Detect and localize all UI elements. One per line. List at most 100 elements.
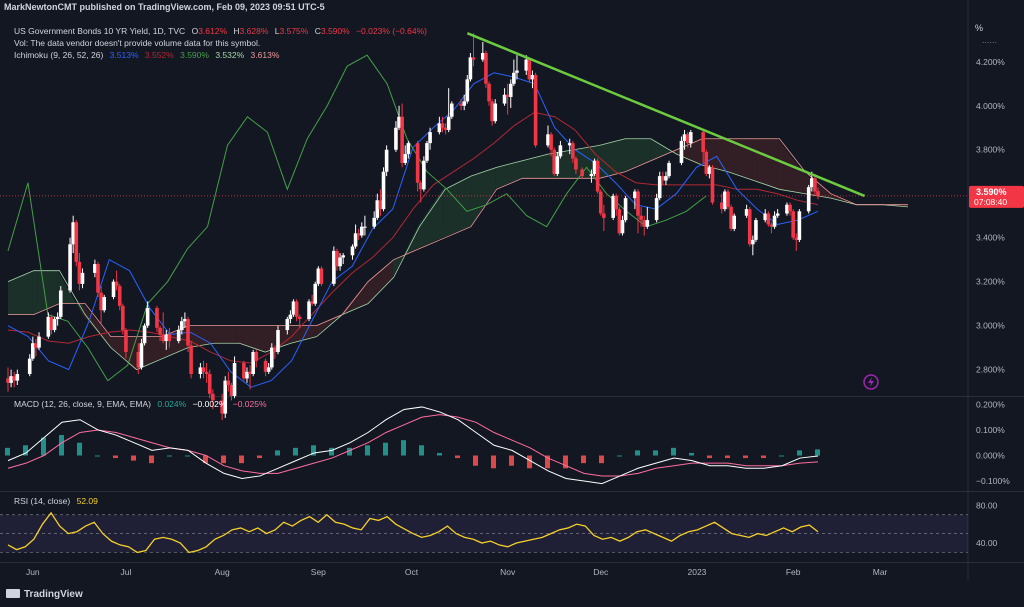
- candle[interactable]: [549, 132, 553, 157]
- candle[interactable]: [602, 204, 606, 232]
- candle[interactable]: [493, 99, 498, 124]
- candle[interactable]: [664, 171, 668, 185]
- candle[interactable]: [332, 246, 336, 287]
- candle[interactable]: [443, 123, 448, 135]
- candle[interactable]: [508, 79, 513, 108]
- candle[interactable]: [481, 41, 485, 62]
- candle[interactable]: [462, 94, 467, 111]
- candle[interactable]: [729, 204, 733, 232]
- candle[interactable]: [527, 57, 532, 82]
- candle[interactable]: [571, 140, 575, 163]
- candle[interactable]: [316, 266, 321, 287]
- candle[interactable]: [766, 211, 771, 227]
- candle[interactable]: [661, 171, 665, 185]
- candle[interactable]: [31, 336, 35, 361]
- candle[interactable]: [732, 213, 737, 232]
- candle[interactable]: [806, 184, 811, 214]
- candle[interactable]: [186, 316, 190, 353]
- candle[interactable]: [816, 187, 820, 200]
- candle[interactable]: [574, 156, 578, 174]
- candle[interactable]: [505, 83, 510, 115]
- candle[interactable]: [220, 393, 224, 421]
- candle[interactable]: [813, 173, 817, 196]
- candle[interactable]: [167, 327, 172, 348]
- candle[interactable]: [77, 253, 82, 291]
- candle[interactable]: [754, 217, 758, 243]
- candle[interactable]: [294, 299, 299, 322]
- candle[interactable]: [99, 286, 103, 324]
- candle[interactable]: [211, 389, 215, 410]
- candle[interactable]: [449, 101, 454, 119]
- lightning-icon[interactable]: [863, 374, 879, 390]
- candle[interactable]: [273, 345, 277, 359]
- candle[interactable]: [111, 279, 116, 300]
- candle[interactable]: [52, 316, 57, 333]
- candle[interactable]: [297, 314, 302, 328]
- candle[interactable]: [353, 224, 358, 249]
- trendline[interactable]: [466, 32, 866, 198]
- candle[interactable]: [751, 235, 755, 256]
- candle[interactable]: [12, 371, 17, 388]
- candle[interactable]: [769, 222, 774, 234]
- candle[interactable]: [55, 312, 60, 326]
- candle[interactable]: [164, 330, 169, 350]
- candle[interactable]: [6, 367, 10, 392]
- candle[interactable]: [269, 343, 274, 370]
- candle[interactable]: [232, 356, 237, 399]
- candle[interactable]: [614, 193, 619, 216]
- candle[interactable]: [254, 349, 259, 368]
- candle[interactable]: [242, 360, 246, 381]
- macd-pane[interactable]: 0.200% 0.100% 0.000% −0.100%: [5, 399, 1010, 486]
- candle[interactable]: [266, 363, 271, 375]
- candle[interactable]: [589, 169, 594, 183]
- candle[interactable]: [552, 147, 557, 177]
- candle[interactable]: [161, 312, 165, 344]
- candle[interactable]: [704, 149, 709, 177]
- resistance-trendline[interactable]: [466, 32, 866, 198]
- candle[interactable]: [512, 59, 516, 86]
- candle[interactable]: [726, 189, 730, 210]
- candle[interactable]: [183, 312, 187, 328]
- candle[interactable]: [465, 74, 470, 104]
- candle[interactable]: [229, 382, 234, 401]
- candle[interactable]: [263, 358, 268, 377]
- candle[interactable]: [338, 253, 342, 271]
- candle[interactable]: [201, 360, 206, 379]
- legend-macd-row[interactable]: MACD (12, 26, close, 9, EMA, EMA) 0.024%…: [14, 399, 267, 409]
- candle[interactable]: [142, 323, 147, 346]
- candle[interactable]: [248, 365, 252, 390]
- candle[interactable]: [471, 33, 476, 67]
- candle[interactable]: [198, 363, 203, 379]
- candle[interactable]: [384, 145, 389, 177]
- candle[interactable]: [291, 299, 296, 317]
- candle[interactable]: [785, 202, 789, 216]
- candle[interactable]: [276, 325, 280, 355]
- candle[interactable]: [288, 310, 293, 324]
- candle[interactable]: [642, 215, 647, 236]
- candle[interactable]: [763, 209, 768, 223]
- candle[interactable]: [245, 367, 249, 383]
- candle[interactable]: [375, 193, 380, 221]
- candle[interactable]: [124, 327, 128, 359]
- candle[interactable]: [27, 354, 32, 377]
- candle[interactable]: [611, 193, 615, 221]
- candle[interactable]: [440, 116, 445, 133]
- candle[interactable]: [546, 125, 550, 148]
- candle[interactable]: [74, 220, 79, 267]
- candle[interactable]: [359, 222, 364, 238]
- candle[interactable]: [707, 165, 712, 179]
- candle[interactable]: [307, 299, 311, 322]
- candle[interactable]: [617, 206, 622, 236]
- candle[interactable]: [747, 206, 752, 247]
- candle[interactable]: [645, 206, 650, 229]
- candle[interactable]: [595, 158, 600, 194]
- candle[interactable]: [791, 209, 795, 240]
- candle[interactable]: [114, 270, 119, 291]
- candle[interactable]: [719, 193, 724, 214]
- candle[interactable]: [207, 369, 212, 399]
- candle[interactable]: [620, 215, 625, 236]
- candle[interactable]: [121, 303, 125, 335]
- candle[interactable]: [394, 121, 398, 152]
- candle[interactable]: [775, 209, 780, 218]
- candle[interactable]: [397, 105, 401, 130]
